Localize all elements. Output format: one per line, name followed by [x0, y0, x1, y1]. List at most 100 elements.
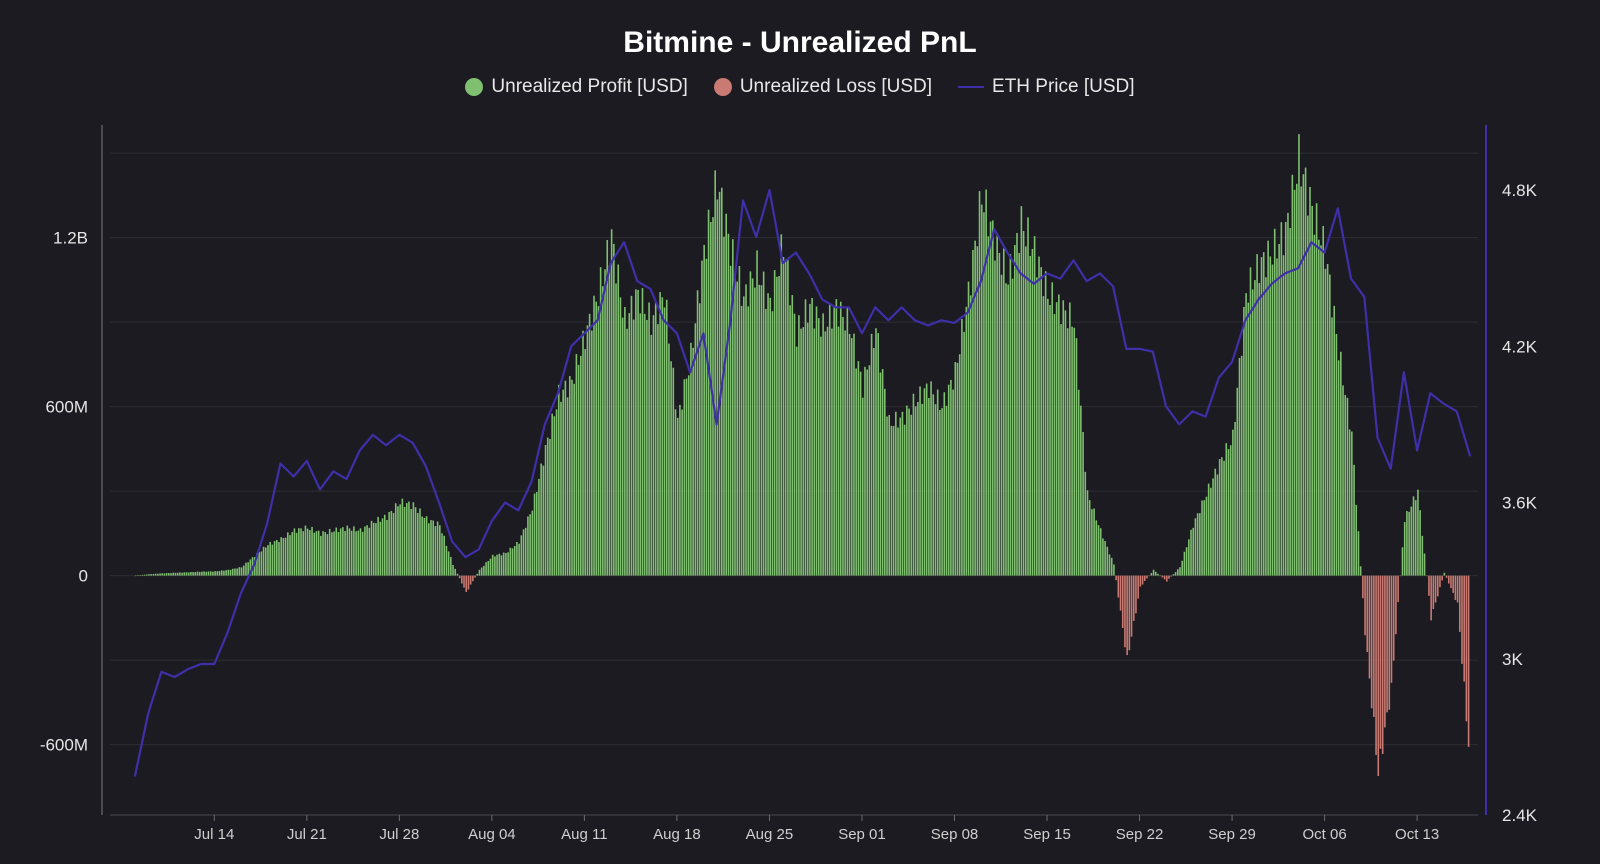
pnl-bar-3: [141, 574, 144, 576]
pnl-bar-161: [489, 558, 492, 576]
legend-item-eth-price[interactable]: ETH Price [USD]: [958, 76, 1135, 98]
pnl-bar-78: [306, 528, 309, 576]
pnl-bar-225: [630, 295, 633, 576]
eth-price-point-90: [1323, 251, 1326, 254]
pnl-bar-409: [1036, 277, 1038, 576]
pnl-bar-439: [1102, 538, 1104, 576]
pnl-bar-281: [754, 287, 756, 576]
legend-eth-swatch: [958, 86, 985, 88]
pnl-bar-475: [1181, 560, 1184, 576]
eth-price-point-51: [808, 272, 811, 275]
pnl-bar-17: [172, 572, 175, 576]
pnl-bar-467: [1163, 575, 1166, 580]
pnl-bar-151: [467, 575, 470, 590]
pnl-bar-6: [148, 574, 150, 576]
pnl-bar-9: [154, 573, 157, 576]
legend-item-profit[interactable]: Unrealized Profit [USD]: [465, 76, 688, 98]
pnl-bar-171: [511, 548, 514, 576]
eth-price-point-45: [728, 324, 731, 327]
pnl-bar-246: [676, 417, 679, 576]
pnl-bar-394: [1002, 248, 1005, 576]
eth-price-point-34: [583, 332, 586, 335]
pnl-bar-63: [273, 541, 276, 576]
pnl-bar-166: [500, 555, 503, 576]
pnl-bar-228: [637, 289, 639, 576]
eth-price-point-99: [1442, 402, 1445, 405]
pnl-bar-582: [1417, 489, 1419, 576]
pnl-bar-153: [472, 575, 474, 582]
eth-price-point-80: [1191, 410, 1194, 413]
pnl-bar-138: [439, 525, 441, 576]
legend-item-loss[interactable]: Unrealized Loss [USD]: [713, 76, 932, 98]
pnl-bar-333: [868, 365, 871, 576]
pnl-bar-343: [890, 425, 893, 576]
pnl-bar-602: [1461, 575, 1463, 664]
pnl-bar-186: [544, 444, 547, 576]
eth-price-point-86: [1270, 282, 1273, 285]
pnl-bar-549: [1344, 394, 1347, 576]
pnl-bar-572: [1395, 575, 1397, 635]
pnl-bar-384: [980, 204, 983, 576]
pnl-bar-89: [331, 532, 333, 576]
pnl-bar-286: [765, 308, 767, 576]
pnl-bar-556: [1359, 566, 1362, 576]
pnl-bar-469: [1168, 575, 1170, 579]
pnl-bar-329: [859, 371, 862, 576]
pnl-bar-152: [469, 575, 472, 585]
pnl-bar-44: [231, 568, 234, 576]
pnl-bar-521: [1282, 255, 1285, 576]
pnl-bar-438: [1099, 528, 1102, 576]
x-axis-ticks: Jul 14 Jul 21 Jul 28 Aug 04 Aug 11 Aug 18 Aug …: [194, 815, 1439, 843]
pnl-bar-537: [1317, 239, 1320, 576]
pnl-bar-580: [1412, 496, 1415, 576]
pnl-bar-526: [1293, 189, 1296, 576]
eth-price-point-70: [1059, 277, 1062, 280]
pnl-bar-2: [139, 575, 142, 576]
pnl-bar-501: [1238, 358, 1241, 576]
eth-price-point-72: [1085, 280, 1088, 283]
pnl-bar-393: [1000, 274, 1003, 576]
eth-price-point-47: [755, 236, 758, 238]
pnl-bar-583: [1419, 510, 1421, 576]
pnl-bar-167: [502, 552, 505, 576]
pnl-bar-114: [386, 519, 388, 576]
pnl-bar-385: [983, 212, 985, 576]
pnl-bar-376: [963, 331, 965, 576]
pnl-bar-387: [987, 236, 990, 576]
pnl-bar-129: [419, 508, 421, 576]
pnl-bar-518: [1276, 258, 1278, 576]
pnl-bar-215: [608, 265, 611, 576]
eth-price-point-7: [226, 631, 229, 634]
pnl-bar-354: [914, 406, 917, 576]
pnl-bar-147: [458, 575, 461, 579]
pnl-bar-165: [498, 553, 501, 576]
pnl-bar-132: [425, 516, 428, 576]
pnl-bar-320: [839, 301, 842, 576]
eth-price-point-33: [570, 345, 573, 348]
pnl-bar-144: [452, 565, 454, 576]
pnl-bar-421: [1062, 300, 1065, 576]
pnl-bar-252: [690, 342, 692, 576]
eth-price-point-19: [385, 444, 388, 447]
pnl-bar-533: [1309, 186, 1311, 576]
pnl-bar-90: [333, 531, 335, 576]
pnl-bar-23: [185, 572, 188, 576]
pnl-bar-487: [1207, 483, 1210, 576]
pnl-bar-562: [1373, 575, 1375, 717]
pnl-bar-214: [606, 240, 609, 576]
pnl-bar-509: [1256, 254, 1258, 576]
pnl-bar-105: [366, 525, 368, 576]
pnl-bar-567: [1384, 575, 1386, 728]
eth-price-point-35: [596, 319, 599, 322]
pnl-bar-486: [1205, 496, 1208, 576]
pnl-bar-476: [1183, 551, 1186, 576]
eth-price-point-2: [160, 670, 163, 673]
pnl-bar-140: [443, 535, 446, 576]
pnl-bar-265: [718, 191, 721, 576]
pnl-bar-39: [220, 570, 223, 576]
eth-price-point-13: [305, 459, 308, 462]
pnl-bar-451: [1128, 575, 1131, 651]
pnl-bar-181: [533, 493, 536, 576]
pnl-bar-368: [945, 405, 948, 576]
pnl-bar-108: [372, 522, 375, 576]
